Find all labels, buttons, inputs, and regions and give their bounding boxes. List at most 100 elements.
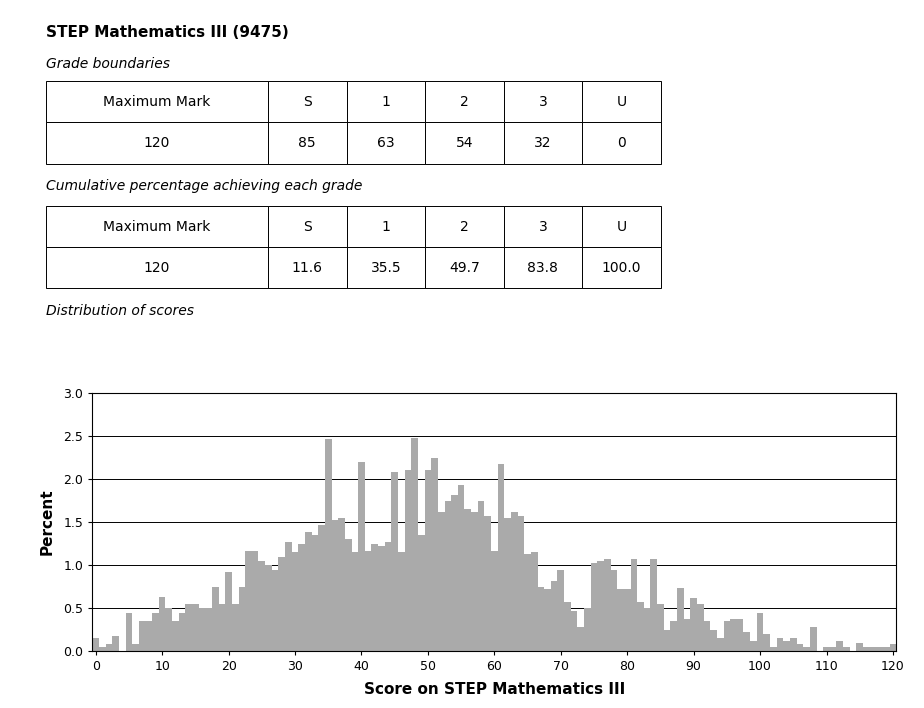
Bar (869, 647, 876, 651)
Bar (663, 630, 671, 651)
Bar (590, 564, 597, 651)
Bar (890, 644, 896, 651)
Bar (511, 512, 517, 651)
Bar (736, 619, 744, 651)
Bar (517, 516, 524, 651)
Bar (677, 588, 684, 651)
Text: U: U (616, 219, 626, 234)
Bar (359, 462, 365, 651)
Bar (425, 471, 432, 651)
Bar (418, 535, 425, 651)
Bar (564, 603, 571, 651)
Bar (671, 621, 677, 651)
Bar (531, 552, 538, 651)
Bar (132, 644, 139, 651)
Bar (398, 552, 405, 651)
Bar (524, 554, 531, 651)
Bar (471, 512, 478, 651)
Text: 1: 1 (382, 219, 390, 234)
Bar (883, 647, 890, 651)
Bar (717, 639, 723, 651)
Bar (544, 589, 551, 651)
Bar (571, 611, 578, 651)
Bar (803, 647, 810, 651)
Bar (498, 464, 505, 651)
Bar (325, 438, 332, 651)
Text: 0: 0 (617, 136, 626, 150)
Bar (803, 647, 810, 651)
Text: 2: 2 (460, 219, 468, 234)
Bar (232, 604, 238, 651)
Bar (644, 608, 650, 651)
Bar (611, 569, 617, 651)
Bar (292, 552, 298, 651)
Bar (92, 639, 99, 651)
Bar (99, 647, 105, 651)
Bar (863, 647, 869, 651)
Bar (557, 569, 564, 651)
Bar (165, 608, 172, 651)
Bar (405, 471, 411, 651)
Bar (126, 612, 132, 651)
Text: 120: 120 (144, 136, 170, 150)
Text: Grade boundaries: Grade boundaries (46, 57, 170, 71)
Bar (604, 559, 611, 651)
Bar (444, 501, 451, 651)
Bar (186, 604, 192, 651)
Bar (730, 620, 736, 651)
Bar (736, 619, 744, 651)
Bar (305, 532, 311, 651)
Bar (305, 532, 311, 651)
Bar (252, 551, 259, 651)
Bar (810, 627, 817, 651)
Bar (650, 559, 657, 651)
Bar (444, 501, 451, 651)
Bar (557, 569, 564, 651)
Bar (345, 539, 351, 651)
Bar (272, 569, 278, 651)
Bar (757, 612, 763, 651)
Text: 3: 3 (539, 219, 547, 234)
Bar (857, 643, 863, 651)
Bar (113, 636, 119, 651)
Bar (763, 634, 770, 651)
Bar (132, 644, 139, 651)
Bar (371, 544, 378, 651)
Bar (684, 619, 690, 651)
Bar (278, 556, 286, 651)
Text: 63: 63 (377, 136, 395, 150)
Bar (365, 551, 371, 651)
Bar (338, 518, 345, 651)
Bar (657, 604, 663, 651)
Bar (478, 501, 484, 651)
Bar (212, 587, 219, 651)
Bar (784, 641, 790, 651)
Bar (126, 612, 132, 651)
Bar (491, 551, 498, 651)
Bar (578, 627, 584, 651)
Text: 11.6: 11.6 (292, 261, 322, 275)
Bar (199, 608, 205, 651)
Bar (750, 641, 757, 651)
Bar (777, 639, 784, 651)
Bar (113, 636, 119, 651)
Bar (238, 587, 245, 651)
Bar (790, 639, 796, 651)
Text: 3: 3 (539, 95, 547, 109)
Bar (259, 561, 265, 651)
Bar (744, 632, 750, 651)
Bar (178, 612, 186, 651)
Bar (186, 604, 192, 651)
Bar (544, 589, 551, 651)
Bar (644, 608, 650, 651)
Bar (671, 621, 677, 651)
Text: 32: 32 (534, 136, 552, 150)
Bar (770, 647, 777, 651)
Bar (245, 551, 252, 651)
Bar (272, 569, 278, 651)
Bar (657, 604, 663, 651)
Bar (890, 644, 896, 651)
Bar (378, 547, 384, 651)
Bar (863, 647, 869, 651)
Bar (146, 621, 152, 651)
